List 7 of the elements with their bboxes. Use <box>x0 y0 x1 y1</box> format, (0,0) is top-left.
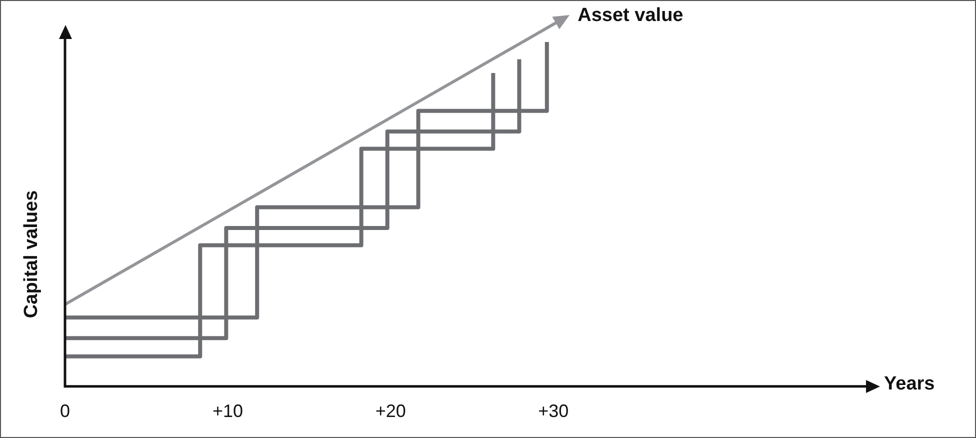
x-tick-label: +30 <box>538 401 569 422</box>
y-axis-title: Capital values <box>21 190 42 318</box>
text: Asset value <box>578 5 684 27</box>
x-tick-label: 0 <box>60 401 70 422</box>
x-tick-label: +20 <box>375 401 406 422</box>
x-axis-title: Years <box>884 374 935 395</box>
x-tick-label: +10 <box>212 401 244 422</box>
